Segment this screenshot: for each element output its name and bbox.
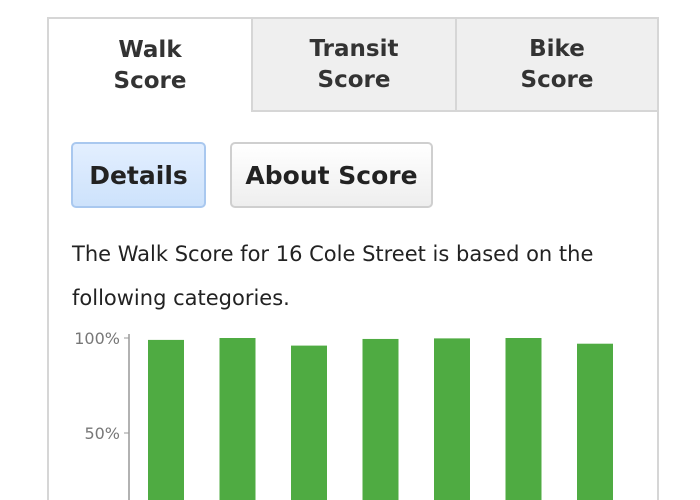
bar: [291, 345, 327, 500]
tab-transit-score[interactable]: Transit Score: [251, 19, 455, 112]
tab-label: Bike: [529, 35, 585, 62]
y-tick-label: 50%: [84, 424, 120, 443]
tab-walk-score[interactable]: Walk Score: [49, 19, 251, 112]
bar: [362, 338, 399, 500]
tab-label: Walk: [118, 36, 182, 63]
details-button[interactable]: Details: [71, 142, 206, 208]
bar: [505, 338, 542, 500]
bar: [148, 339, 184, 500]
y-tick-label: 100%: [74, 329, 120, 348]
tab-bike-score[interactable]: Bike Score: [455, 19, 657, 112]
tab-label: Transit: [309, 35, 399, 62]
bar: [577, 343, 613, 500]
about-score-button[interactable]: About Score: [230, 142, 433, 208]
tab-label: Score: [113, 67, 187, 94]
tab-label: Score: [520, 66, 594, 93]
bar: [219, 338, 256, 500]
tab-label: Score: [317, 66, 391, 93]
bar: [434, 338, 470, 500]
description-text: The Walk Score for 16 Cole Street is bas…: [72, 242, 594, 310]
